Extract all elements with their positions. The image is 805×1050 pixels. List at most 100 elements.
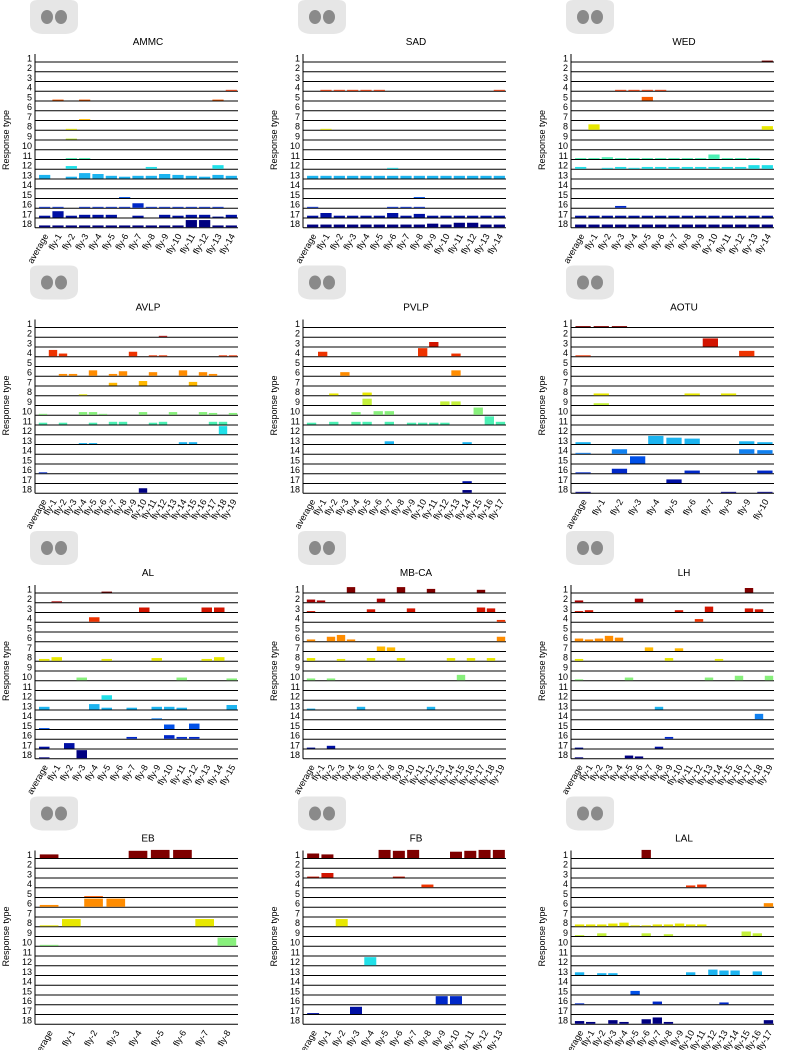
- bar: [708, 166, 720, 169]
- bar: [384, 441, 394, 444]
- y-tick-label: 5: [27, 889, 32, 899]
- bar: [89, 704, 100, 710]
- bar: [748, 215, 760, 218]
- y-tick-label: 8: [295, 653, 300, 663]
- bar: [306, 599, 316, 603]
- y-tick-label: 8: [295, 387, 300, 397]
- y-tick-label: 6: [27, 899, 32, 909]
- bar: [574, 747, 584, 749]
- bar: [150, 849, 170, 858]
- y-tick-label: 14: [558, 180, 568, 190]
- bar: [65, 225, 77, 228]
- icon: [298, 265, 346, 300]
- y-tick-label: 2: [295, 594, 300, 604]
- bar: [708, 224, 720, 228]
- y-tick-label: 5: [563, 889, 568, 899]
- bar: [597, 924, 607, 927]
- bar: [641, 166, 653, 169]
- bar: [744, 608, 754, 612]
- bar: [467, 215, 479, 218]
- y-tick-label: 12: [290, 957, 300, 967]
- bar: [139, 607, 150, 612]
- bar: [65, 158, 77, 159]
- bar: [39, 225, 51, 228]
- bar: [400, 224, 412, 228]
- bar: [360, 224, 372, 228]
- y-tick-label: 8: [563, 387, 568, 397]
- bar: [88, 412, 98, 415]
- bar: [321, 854, 334, 858]
- bar: [427, 215, 439, 218]
- bar: [172, 174, 184, 179]
- bar: [426, 706, 436, 710]
- y-axis-label: Response type: [269, 375, 279, 435]
- bar: [652, 1001, 662, 1005]
- bar: [84, 896, 103, 897]
- y-tick-label: 7: [295, 377, 300, 387]
- bar: [101, 658, 112, 661]
- bar: [373, 175, 385, 179]
- bar: [199, 220, 211, 228]
- y-tick-label: 11: [291, 947, 300, 957]
- bar: [586, 924, 596, 927]
- bar: [467, 222, 479, 228]
- y-tick-label: 14: [290, 446, 300, 456]
- bar: [400, 175, 412, 179]
- y-tick-label: 9: [563, 662, 568, 672]
- y-tick-label: 9: [27, 928, 32, 938]
- bar: [575, 215, 587, 218]
- y-tick-label: 7: [27, 908, 32, 918]
- x-tick-label: fly-7: [663, 232, 680, 252]
- bar: [739, 441, 755, 444]
- y-tick-label: 14: [22, 977, 32, 987]
- bar: [52, 99, 64, 101]
- bar: [384, 411, 394, 415]
- y-tick-label: 7: [295, 908, 300, 918]
- bar: [396, 587, 406, 593]
- bar: [346, 587, 356, 593]
- bar: [575, 326, 591, 327]
- bar: [51, 601, 62, 603]
- icon-region: [577, 275, 589, 290]
- y-tick-label: 1: [563, 319, 568, 329]
- bar: [655, 89, 667, 91]
- bar: [199, 214, 211, 218]
- y-tick-label: 5: [27, 358, 32, 368]
- bar: [65, 176, 77, 179]
- bar: [440, 215, 452, 218]
- bar: [708, 969, 718, 975]
- y-tick-label: 13: [558, 436, 568, 446]
- y-tick-label: 3: [563, 604, 568, 614]
- bar: [178, 370, 188, 376]
- x-tick-label: fly-8: [676, 232, 693, 252]
- x-tick-label: fly-8: [408, 232, 425, 252]
- bar: [214, 607, 225, 612]
- bar: [628, 167, 640, 169]
- bar: [619, 922, 629, 927]
- icon: [298, 796, 346, 831]
- bar: [435, 996, 448, 1005]
- bar: [597, 933, 607, 936]
- bar: [384, 421, 394, 425]
- bar: [754, 609, 764, 612]
- bar: [681, 158, 693, 159]
- y-tick-label: 10: [22, 141, 32, 151]
- bar: [440, 175, 452, 179]
- bar: [199, 176, 211, 179]
- x-tick-label: fly-5: [100, 232, 117, 252]
- bar: [333, 89, 345, 91]
- y-tick-label: 5: [295, 92, 300, 102]
- y-tick-label: 10: [558, 672, 568, 682]
- bar: [641, 215, 653, 218]
- bar: [351, 421, 361, 425]
- bar: [88, 370, 98, 376]
- bar: [78, 443, 88, 444]
- bar: [721, 158, 733, 159]
- y-tick-label: 7: [27, 377, 32, 387]
- bar: [387, 224, 399, 228]
- bar: [641, 158, 653, 159]
- bar: [757, 450, 773, 454]
